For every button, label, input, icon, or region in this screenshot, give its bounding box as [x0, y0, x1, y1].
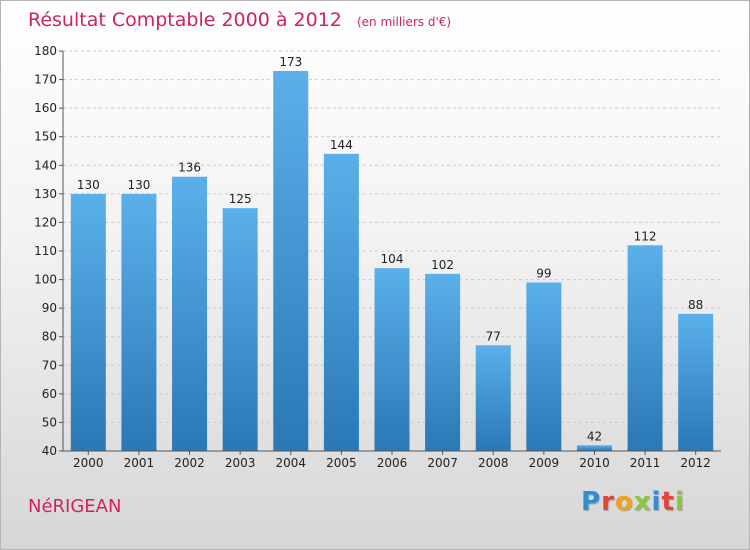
- bar-value-label: 173: [279, 55, 302, 69]
- bar-2009: [526, 282, 562, 451]
- y-tick-label: 80: [42, 330, 57, 344]
- bar-2010: [576, 445, 612, 451]
- bar-value-label: 104: [381, 252, 404, 266]
- x-tick-label: 2010: [579, 456, 610, 470]
- x-tick-label: 2001: [124, 456, 155, 470]
- logo-letter: x: [633, 487, 652, 517]
- bar-series: 130 130 136 125 173 144 104 102 77 99 42 112 88: [70, 55, 714, 451]
- bar-2007: [425, 273, 461, 451]
- chart-title: Résultat Comptable 2000 à 2012 (en milli…: [28, 9, 451, 31]
- bar-value-label: 136: [178, 161, 201, 175]
- y-tick-label: 180: [34, 44, 57, 58]
- bar-2012: [678, 313, 714, 451]
- bar-2008: [475, 345, 511, 451]
- x-tick-label: 2006: [377, 456, 408, 470]
- y-tick-label: 120: [34, 215, 57, 229]
- commune-name: NéRIGEAN: [28, 496, 122, 517]
- x-tick-label: 2002: [174, 456, 205, 470]
- bar-value-label: 77: [486, 329, 501, 343]
- bar-value-label: 102: [431, 258, 454, 272]
- logo-letter: i: [674, 487, 685, 517]
- x-tick-label: 2008: [478, 456, 509, 470]
- logo-letter: P: [581, 487, 602, 517]
- bar-value-label: 112: [634, 229, 657, 243]
- logo-letter: t: [661, 487, 675, 517]
- x-tick-label: 2007: [427, 456, 458, 470]
- chart-title-main: Résultat Comptable 2000 à 2012: [28, 9, 342, 31]
- bar-value-label: 130: [77, 178, 100, 192]
- proxiti-logo: Proxiti: [581, 487, 685, 517]
- bar-2002: [172, 176, 208, 451]
- y-tick-label: 150: [34, 130, 57, 144]
- bar-value-label: 144: [330, 138, 353, 152]
- x-tick-label: 2005: [326, 456, 357, 470]
- y-tick-label: 70: [42, 358, 57, 372]
- y-tick-label: 90: [42, 301, 57, 315]
- y-tick-label: 170: [34, 73, 57, 87]
- logo-letter: i: [651, 487, 662, 517]
- bar-2011: [627, 245, 663, 451]
- x-tick-label: 2009: [529, 456, 560, 470]
- x-tick-label: 2000: [73, 456, 104, 470]
- bar-value-label: 88: [688, 298, 703, 312]
- bar-2005: [323, 153, 359, 451]
- bar-2006: [374, 268, 410, 451]
- y-tick-label: 140: [34, 158, 57, 172]
- y-tick-label: 60: [42, 387, 57, 401]
- bar-value-label: 125: [229, 192, 252, 206]
- logo-letter: o: [614, 487, 634, 517]
- bar-2000: [70, 193, 106, 451]
- y-tick-label: 160: [34, 101, 57, 115]
- bar-value-label: 99: [536, 266, 551, 280]
- x-tick-label: 2011: [630, 456, 661, 470]
- x-tick-label: 2004: [275, 456, 306, 470]
- bar-value-label: 42: [587, 429, 602, 443]
- bar-2001: [121, 193, 157, 451]
- bar-2003: [222, 208, 258, 451]
- y-tick-label: 100: [34, 273, 57, 287]
- bar-value-label: 130: [127, 178, 150, 192]
- x-tick-label: 2003: [225, 456, 256, 470]
- bar-2004: [273, 71, 309, 451]
- chart-title-unit: (en milliers d'€): [356, 15, 452, 29]
- y-tick-label: 130: [34, 187, 57, 201]
- axes: 40 50 60 70 80 90 100 110 120 130 140 150 160 170 180 2…: [34, 44, 721, 470]
- logo-letter: r: [601, 487, 615, 517]
- x-tick-label: 2012: [680, 456, 711, 470]
- y-tick-label: 50: [42, 415, 57, 429]
- y-tick-label: 40: [42, 444, 57, 458]
- y-tick-label: 110: [34, 244, 57, 258]
